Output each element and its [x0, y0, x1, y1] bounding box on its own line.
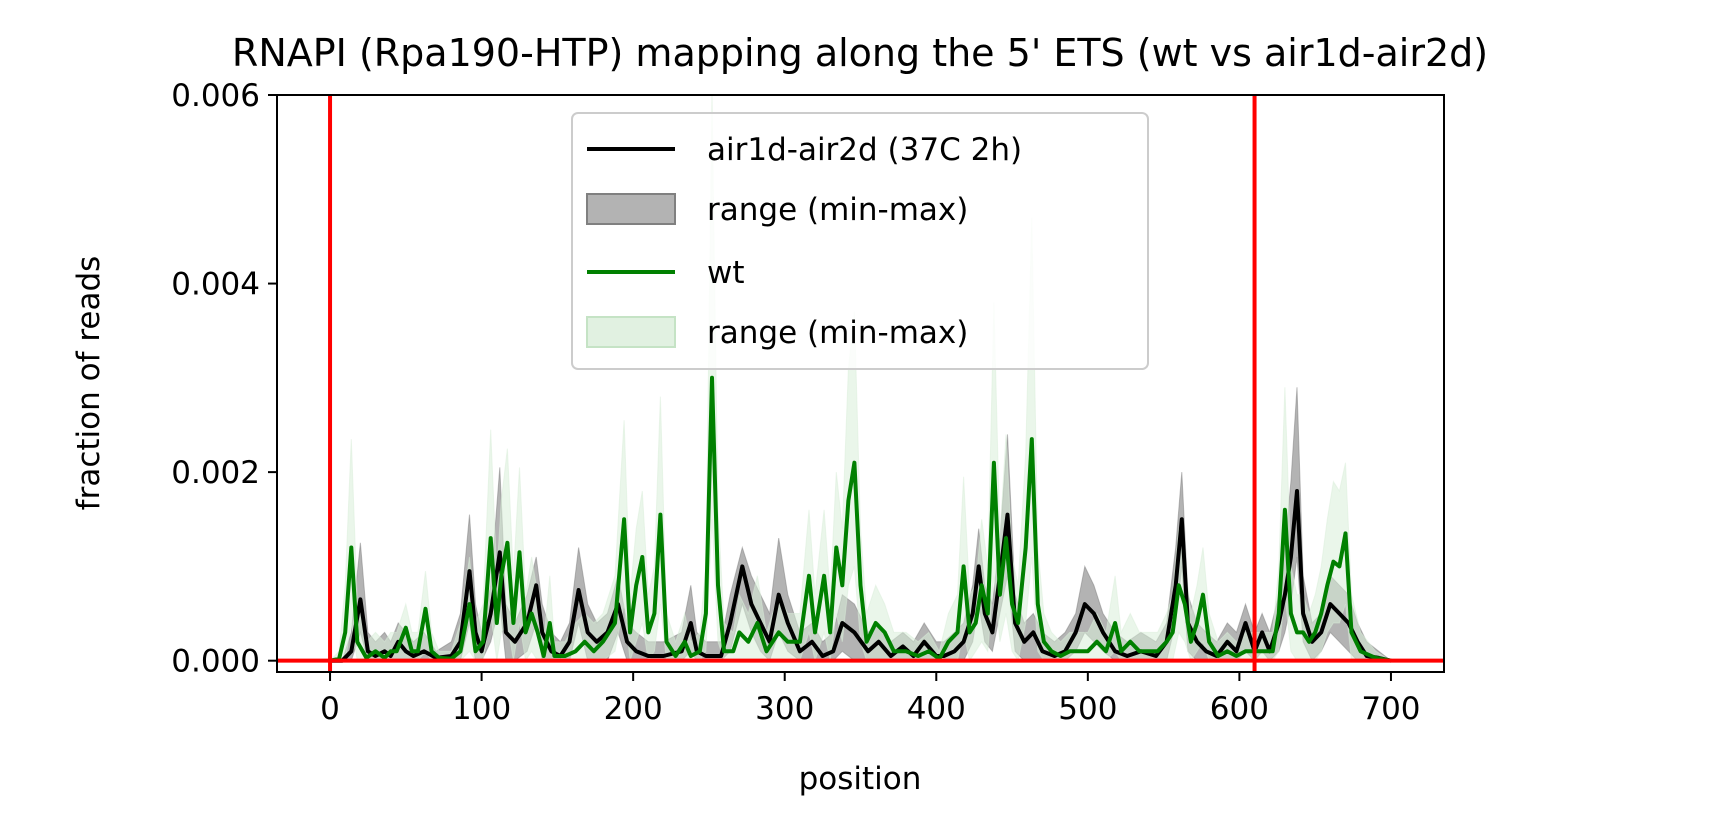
legend-label-wt-range: range (min-max)	[707, 315, 968, 351]
reference-lines	[277, 95, 1444, 672]
legend-patch-wt-range	[586, 316, 676, 348]
legend: air1d-air2d (37C 2h) range (min-max) wt …	[571, 112, 1149, 370]
y-axis: 0.000 0.002 0.004 0.006	[171, 78, 277, 680]
plot-frame	[276, 94, 1445, 673]
chart-title: RNAPI (Rpa190-HTP) mapping along the 5' …	[232, 31, 1488, 75]
series-lines	[329, 375, 1392, 663]
series-line-1	[329, 375, 1392, 663]
legend-label-wt: wt	[707, 255, 745, 291]
y-tick-label: 0.000	[171, 644, 260, 680]
x-tick-label: 300	[755, 691, 814, 727]
y-tick-label: 0.006	[171, 78, 260, 114]
x-tick-label: 100	[452, 691, 511, 727]
y-tick-label: 0.002	[171, 455, 260, 491]
x-tick-label: 600	[1210, 691, 1269, 727]
legend-frame	[571, 112, 1149, 370]
legend-patch-air1d-air2d-range	[586, 193, 676, 225]
x-tick-label: 0	[320, 691, 340, 727]
y-axis-label: fraction of reads	[71, 256, 107, 511]
x-axis: 0 100 200 300 400 500 600 700	[320, 672, 1421, 727]
x-axis-label: position	[799, 761, 922, 797]
x-tick-label: 700	[1361, 691, 1420, 727]
y-tick-label: 0.004	[171, 267, 260, 303]
x-tick-label: 400	[907, 691, 966, 727]
legend-label-air1d-air2d: air1d-air2d (37C 2h)	[707, 132, 1022, 168]
legend-label-air1d-air2d-range: range (min-max)	[707, 192, 968, 228]
x-tick-label: 500	[1058, 691, 1117, 727]
x-tick-label: 200	[604, 691, 663, 727]
